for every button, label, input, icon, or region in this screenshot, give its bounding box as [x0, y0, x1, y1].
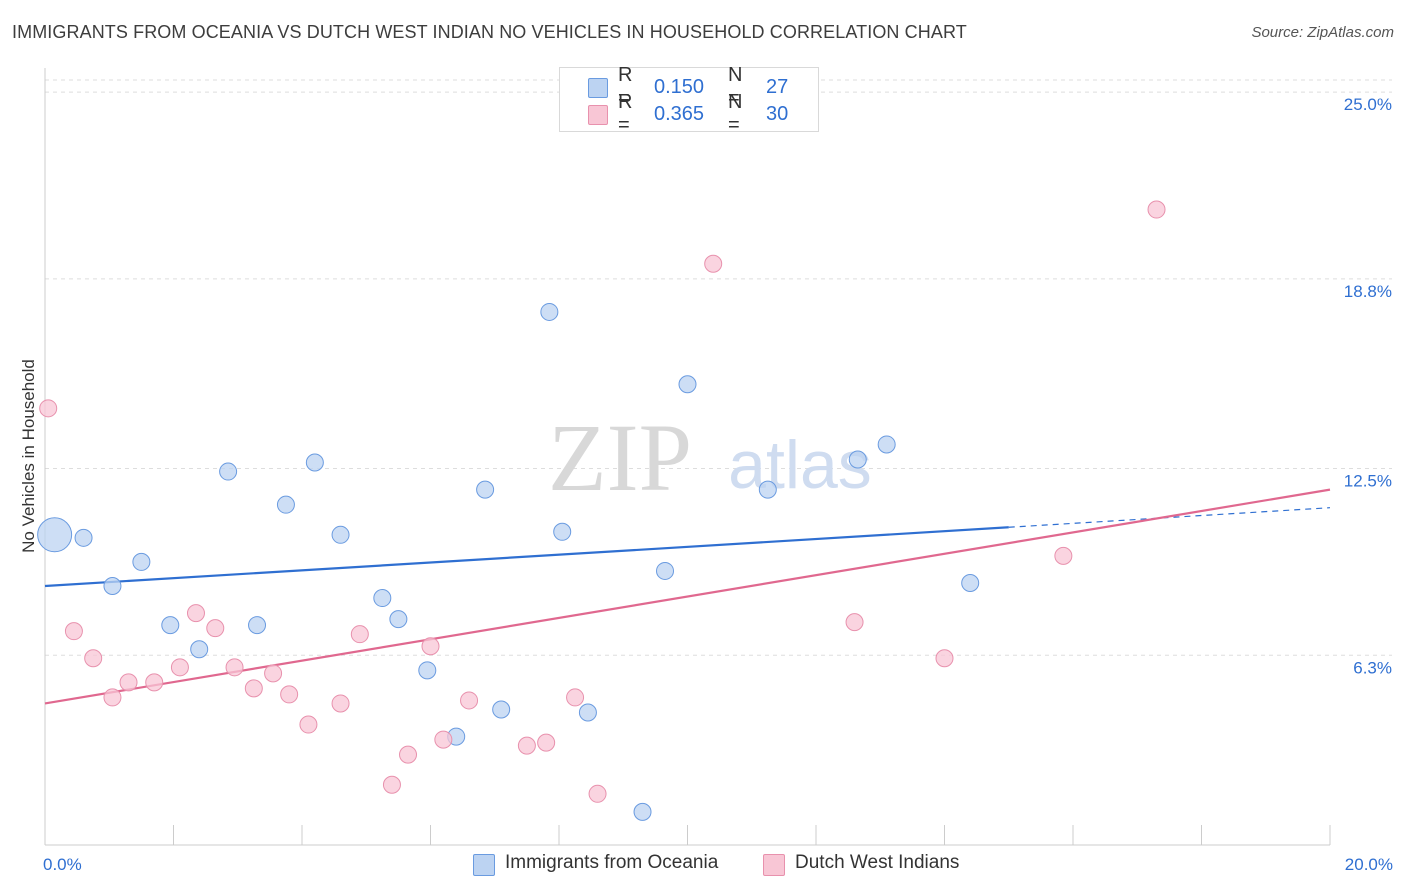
dutch-west-indian-point [434, 730, 453, 749]
dutch-west-indian-point [170, 658, 189, 677]
legend-swatch-blue [588, 78, 608, 98]
dutch-west-indian-point [537, 733, 556, 752]
watermark-zip: ZIP [548, 404, 692, 511]
oceania-point [578, 703, 597, 722]
dutch-west-indian-point [264, 664, 283, 683]
points-layer [37, 200, 1166, 821]
oceania-point [633, 802, 652, 821]
y-tick-label: 12.5% [1344, 472, 1392, 491]
oceania-point [74, 528, 93, 547]
y-tick-label: 25.0% [1344, 95, 1392, 114]
dutch-west-indian-point [244, 679, 263, 698]
dutch-west-indian-point [350, 625, 369, 644]
dutch-west-indian-point [299, 715, 318, 734]
watermark: ZIP atlas [548, 404, 872, 511]
oceania-point [331, 525, 350, 544]
oceania-point [476, 480, 495, 499]
dutch-trendline [44, 488, 1331, 705]
oceania-point [132, 552, 151, 571]
bottom-legend-label: Immigrants from Oceania [505, 852, 719, 873]
dutch-west-indian-point [103, 688, 122, 707]
oceania-point [848, 450, 867, 469]
y-tick-label: 18.8% [1344, 282, 1392, 301]
dutch-west-indian-point [119, 673, 138, 692]
dutch-west-indian-point [39, 399, 58, 418]
bottom-legend-oceania: Immigrants from Oceania [473, 852, 743, 876]
oceania-point [678, 375, 697, 394]
dutch-west-indian-point [935, 649, 954, 668]
legend-n-label: N = [728, 64, 743, 109]
dutch-west-indian-point [517, 736, 536, 755]
dutch-west-indian-point [280, 685, 299, 704]
oceania-point [418, 661, 437, 680]
oceania-point [553, 522, 572, 541]
y-tick-label: 6.3% [1353, 658, 1392, 677]
oceania-point [276, 495, 295, 514]
bottom-legend-swatch-blue [473, 854, 495, 876]
oceania-trendline [44, 526, 1009, 588]
grid-layer [45, 79, 1392, 656]
dutch-west-indian-point [399, 745, 418, 764]
dutch-west-indian-point [1147, 200, 1166, 219]
legend-n-value: 27 [766, 75, 789, 98]
oceania-point [219, 462, 238, 481]
dutch-west-indian-point [225, 658, 244, 677]
bottom-legend-label: Dutch West Indians [795, 852, 960, 873]
dutch-west-indian-point [566, 688, 585, 707]
legend-n-label: N = [728, 91, 743, 136]
dutch-west-indian-point [84, 649, 103, 668]
legend-r-label: R = [618, 64, 633, 109]
dutch-west-indian-point [460, 691, 479, 710]
oceania-point [373, 589, 392, 608]
stats-legend: R = 0.150 N = 27 R = 0.365 N = 30 [559, 64, 819, 136]
axis-layer [44, 68, 1331, 846]
dutch-west-indian-point [206, 619, 225, 638]
bottom-legend-dutch: Dutch West Indians [763, 852, 993, 876]
dutch-west-indian-point [704, 254, 723, 273]
oceania-point [492, 700, 511, 719]
tick-label-layer: 6.3% 12.5% 18.8% 25.0% 0.0% 20.0% [43, 95, 1393, 874]
dutch-west-indian-point [845, 613, 864, 632]
oceania-point [656, 561, 675, 580]
legend-n-value: 30 [766, 102, 789, 125]
y-axis-label: No Vehicles in Household [19, 359, 38, 553]
legend-swatch-pink [588, 105, 608, 125]
x-tick-label-min: 0.0% [43, 855, 82, 874]
watermark-atlas: atlas [728, 427, 872, 503]
oceania-point [877, 435, 896, 454]
oceania-point [190, 640, 209, 659]
oceania-point [37, 517, 73, 553]
dutch-west-indian-point [1054, 546, 1073, 565]
dutch-west-indian-point [421, 637, 440, 656]
source-credit: Source: ZipAtlas.com [1251, 24, 1394, 41]
dutch-west-indian-point [186, 604, 205, 623]
dutch-west-indian-point [382, 775, 401, 794]
dutch-west-indian-point [588, 784, 607, 803]
bottom-legend-swatch-pink [763, 854, 785, 876]
oceania-point [305, 453, 324, 472]
oceania-point [248, 616, 267, 635]
dutch-west-indian-point [331, 694, 350, 713]
oceania-point [389, 610, 408, 629]
dutch-west-indian-point [64, 622, 83, 641]
trend-layer [44, 488, 1331, 705]
oceania-trendline-extension [1008, 507, 1331, 528]
oceania-point [103, 577, 122, 595]
oceania-point [961, 573, 980, 592]
chart-title: IMMIGRANTS FROM OCEANIA VS DUTCH WEST IN… [12, 22, 967, 42]
oceania-point [758, 480, 777, 499]
legend-r-value: 0.365 [654, 102, 705, 125]
oceania-point [161, 616, 180, 635]
legend-r-value: 0.150 [654, 75, 705, 98]
oceania-point [540, 302, 559, 321]
dutch-west-indian-point [145, 673, 164, 692]
legend-r-label: R = [618, 91, 633, 136]
x-tick-label-max: 20.0% [1345, 855, 1393, 874]
